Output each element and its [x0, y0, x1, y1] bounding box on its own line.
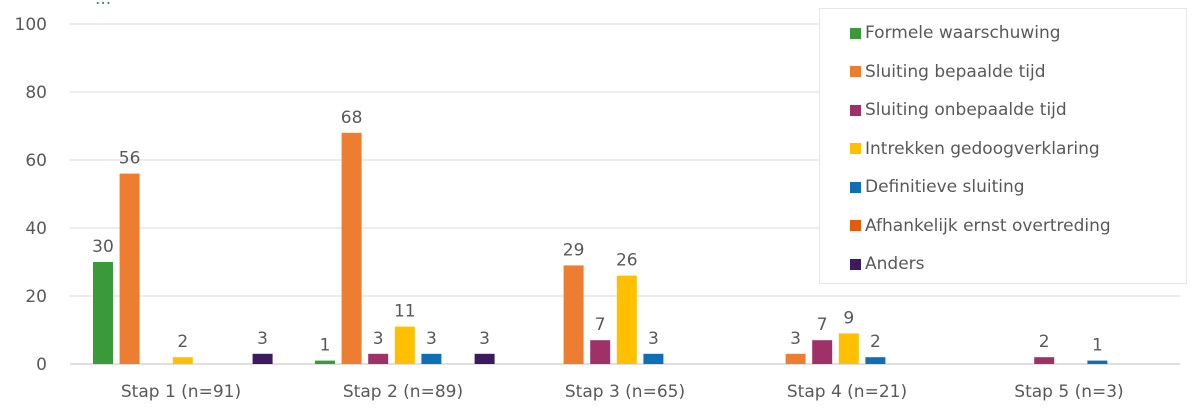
bar	[785, 353, 806, 364]
legend-label: Afhankelijk ernst overtreding	[865, 215, 1111, 236]
data-label: 2	[1039, 332, 1050, 352]
data-label: 30	[92, 237, 114, 257]
data-label: 3	[373, 329, 384, 349]
x-category-label: Stap 4 (n=21)	[787, 382, 907, 402]
bar	[590, 340, 611, 364]
x-axis: Stap 1 (n=91) Stap 2 (n=89) Stap 3 (n=65) S…	[121, 382, 1124, 402]
bar	[252, 353, 273, 364]
data-label: 11	[394, 302, 416, 322]
data-label: 29	[563, 240, 585, 260]
chart-title-fragment: ...	[95, 0, 111, 9]
y-axis: 0 20 40 60 80 100	[15, 15, 47, 375]
x-category-label: Stap 1 (n=91)	[121, 382, 241, 402]
data-label: 3	[479, 329, 490, 349]
legend-label: Intrekken gedoogverklaring	[865, 138, 1100, 159]
y-tick-label: 100	[15, 15, 47, 35]
legend-swatch	[850, 181, 861, 193]
y-tick-label: 60	[25, 151, 47, 171]
bar	[1034, 357, 1055, 364]
legend-label: Sluiting bepaalde tijd	[865, 61, 1046, 82]
legend-item: Sluiting onbepaalde tijd	[820, 91, 1186, 130]
legend-swatch	[850, 104, 861, 116]
data-label: 3	[790, 329, 801, 349]
y-tick-label: 0	[36, 355, 47, 375]
legend-label: Sluiting onbepaalde tijd	[865, 100, 1067, 121]
legend-swatch	[850, 220, 861, 232]
data-label: 2	[870, 332, 881, 352]
legend-item: Afhankelijk ernst overtreding	[820, 207, 1186, 246]
bar	[341, 132, 362, 364]
bar	[394, 326, 415, 364]
legend-label: Anders	[865, 254, 925, 275]
data-label: 9	[843, 308, 854, 328]
legend-label: Definitieve sluiting	[865, 177, 1025, 198]
legend-swatch	[850, 27, 861, 39]
bar	[421, 353, 442, 364]
bars	[93, 132, 1108, 364]
x-category-label: Stap 3 (n=65)	[565, 382, 685, 402]
bar	[315, 360, 335, 364]
y-tick-label: 20	[25, 287, 47, 307]
data-label: 2	[177, 332, 188, 352]
bar	[838, 333, 859, 364]
data-label: 3	[426, 329, 437, 349]
data-label: 7	[817, 315, 828, 335]
legend-label: Formele waarschuwing	[865, 23, 1061, 44]
legend-item: Definitieve sluiting	[820, 168, 1186, 207]
data-label: 3	[648, 329, 659, 349]
bar	[1087, 360, 1108, 364]
data-label: 56	[119, 149, 141, 169]
bar	[368, 353, 389, 364]
legend: Formele waarschuwing Sluiting bepaalde ti…	[819, 8, 1187, 284]
legend-item: Formele waarschuwing	[820, 14, 1186, 53]
bar	[563, 265, 584, 364]
bar	[643, 353, 664, 364]
data-label: 1	[320, 336, 331, 356]
data-label: 26	[616, 251, 638, 271]
legend-swatch	[850, 66, 861, 78]
y-tick-label: 40	[25, 219, 47, 239]
x-category-label: Stap 5 (n=3)	[1014, 382, 1123, 402]
data-label: 1	[1092, 336, 1103, 356]
bar	[119, 173, 140, 364]
legend-item: Intrekken gedoogverklaring	[820, 130, 1186, 169]
legend-swatch	[850, 258, 861, 270]
gridlines	[70, 23, 1180, 365]
bar	[812, 340, 833, 364]
bar	[172, 357, 193, 364]
data-label: 7	[595, 315, 606, 335]
legend-item: Anders	[820, 245, 1186, 284]
bar	[616, 275, 637, 364]
bar	[865, 357, 886, 364]
data-label: 3	[257, 329, 268, 349]
bar	[93, 262, 113, 364]
data-label: 68	[341, 108, 363, 128]
legend-item: Sluiting bepaalde tijd	[820, 53, 1186, 92]
legend-swatch	[850, 143, 861, 155]
bar	[474, 353, 495, 364]
x-category-label: Stap 2 (n=89)	[343, 382, 463, 402]
y-tick-label: 80	[25, 83, 47, 103]
